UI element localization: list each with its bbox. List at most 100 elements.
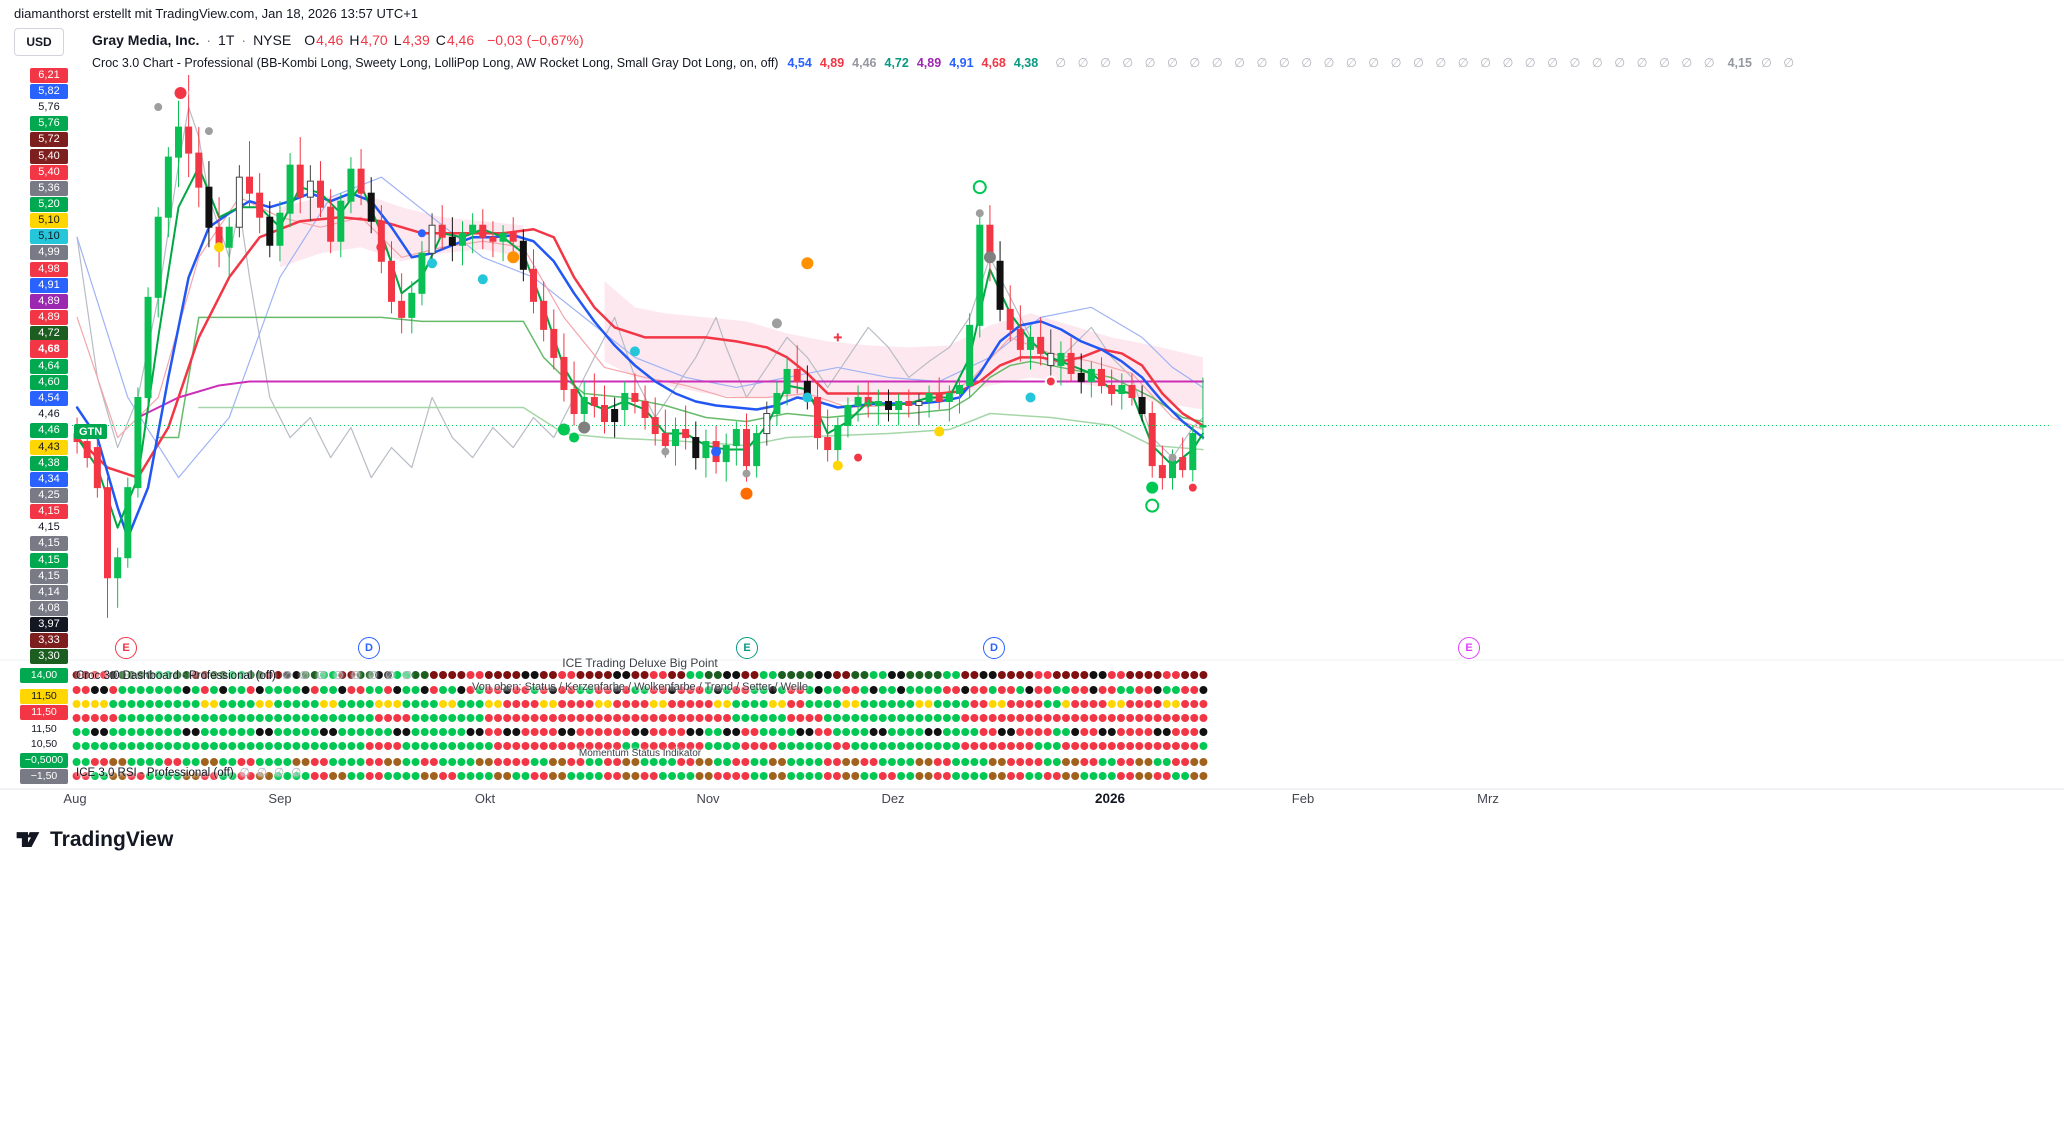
event-marker-d[interactable]: D (983, 637, 1005, 659)
indicator-name[interactable]: Croc 3.0 Chart - Professional (BB-Kombi … (92, 56, 779, 70)
indicator-dot (622, 772, 631, 780)
candles-layer[interactable] (73, 75, 1207, 618)
event-marker-e[interactable]: E (736, 637, 758, 659)
indicator-dot (393, 700, 402, 708)
indicator-dot (127, 728, 136, 736)
indicator-dot (805, 714, 814, 722)
indicator-dot (429, 728, 438, 736)
indicator-dot (723, 758, 732, 766)
indicator-dot (200, 758, 209, 766)
indicator-dot (136, 671, 145, 679)
indicator-dot (732, 728, 741, 736)
indicator-dot (603, 714, 612, 722)
indicator-dot (897, 742, 906, 750)
indicator-dot (915, 758, 924, 766)
indicator-dot (374, 686, 383, 694)
candle-body (499, 232, 507, 242)
indicator-dot (310, 686, 319, 694)
indicator-scale-label: 11,50 (20, 688, 68, 704)
indicator-dot (750, 700, 759, 708)
indicator-dot (338, 700, 347, 708)
indicator-dot (887, 758, 896, 766)
indicator-scale-label: −0,5000 (20, 752, 68, 768)
indicator-scale[interactable]: 14,00 11,50 11,50 11,50 10,50 −0,5000 −1,50 (0, 0, 70, 800)
indicator-dot (997, 772, 1006, 780)
indicator-dot (210, 758, 218, 766)
indicator-dot (1062, 772, 1070, 780)
price-scale-label: 5,76 (30, 99, 68, 115)
indicator-dot (988, 758, 997, 766)
candle-body (824, 437, 832, 451)
indicator-dot (338, 671, 347, 679)
indicator-dot (466, 686, 475, 694)
indicator-dot (732, 742, 741, 750)
indicator-dot (1153, 758, 1162, 766)
indicator-dot (585, 758, 594, 766)
indicator-dot (1107, 671, 1116, 679)
rsi-legend[interactable]: ICE 3.0 RSI - Professional (off) ∅ ∅ ∅ ∅ (76, 767, 304, 779)
indicator-dot (768, 742, 777, 750)
currency-button[interactable]: USD (14, 28, 64, 56)
indicator-dot (668, 772, 677, 780)
indicator-dot (1089, 772, 1098, 780)
indicator-dot (429, 742, 438, 750)
indicator-dot (558, 714, 567, 722)
indicator-dot (365, 742, 374, 750)
indicator-dot (1016, 714, 1025, 722)
indicator-dot (521, 686, 530, 694)
indicator-dot (897, 700, 906, 708)
dashboard-legend[interactable]: Croc 3.0 Dashboard - Professional (off) ∅… (76, 670, 415, 682)
indicator-dot (814, 700, 823, 708)
indicator-dot (686, 758, 695, 766)
indicator-dot (1153, 728, 1162, 736)
indicator-dot (906, 700, 915, 708)
indicator-dot (713, 700, 722, 708)
indicator-dot (1007, 671, 1016, 679)
indicator-dot (952, 700, 961, 708)
event-marker-e[interactable]: E (1458, 637, 1480, 659)
indicator-dot (952, 686, 961, 694)
indicator-dot (228, 728, 237, 736)
indicator-dot (869, 772, 878, 780)
interval-label[interactable]: 1T (218, 32, 235, 48)
tradingview-logo[interactable]: TradingView (14, 826, 173, 854)
indicator-dot (1126, 772, 1135, 780)
indicator-dot (961, 758, 970, 766)
indicator-dot (173, 714, 182, 722)
indicator-dot (548, 714, 557, 722)
indicator-dot (759, 686, 768, 694)
indicator-dot (255, 772, 264, 780)
event-marker-d[interactable]: D (358, 637, 380, 659)
price-scale-label: 5,40 (30, 164, 68, 180)
event-marker-e[interactable]: E (115, 637, 137, 659)
indicator-dot (420, 686, 429, 694)
indicator-dot (942, 772, 951, 780)
indicator-dot (585, 671, 594, 679)
indicator-dot (933, 758, 942, 766)
indicator-dot (448, 772, 457, 780)
indicator-dot (338, 758, 347, 766)
indicator-dot (274, 772, 283, 780)
indicator-dot (384, 671, 393, 679)
indicator-dot (915, 686, 924, 694)
symbol-title[interactable]: Gray Media, Inc. (92, 32, 200, 48)
candle-body (377, 220, 385, 262)
change-value: −0,03 (−0,67%) (487, 32, 584, 48)
indicator-dot (1052, 714, 1061, 722)
indicator-dot (887, 700, 896, 708)
indicator-dot (411, 742, 420, 750)
indicator-dot (90, 758, 99, 766)
indicator-dot (805, 700, 814, 708)
price-scale[interactable]: 6,21 5,82 5,76 5,76 5,72 5,40 5,40 5,36 5,20 5,10… (0, 0, 70, 800)
indicator-dot (787, 742, 796, 750)
indicator-dot (155, 714, 164, 722)
indicator-dot (961, 714, 970, 722)
indicator-dot (1171, 728, 1180, 736)
indicator-dot (81, 728, 90, 736)
price-scale-label: 4,91 (30, 277, 68, 293)
indicator-dot (768, 772, 777, 780)
indicator-dot (1062, 671, 1070, 679)
indicator-dot (787, 686, 796, 694)
indicator-dot (475, 714, 484, 722)
